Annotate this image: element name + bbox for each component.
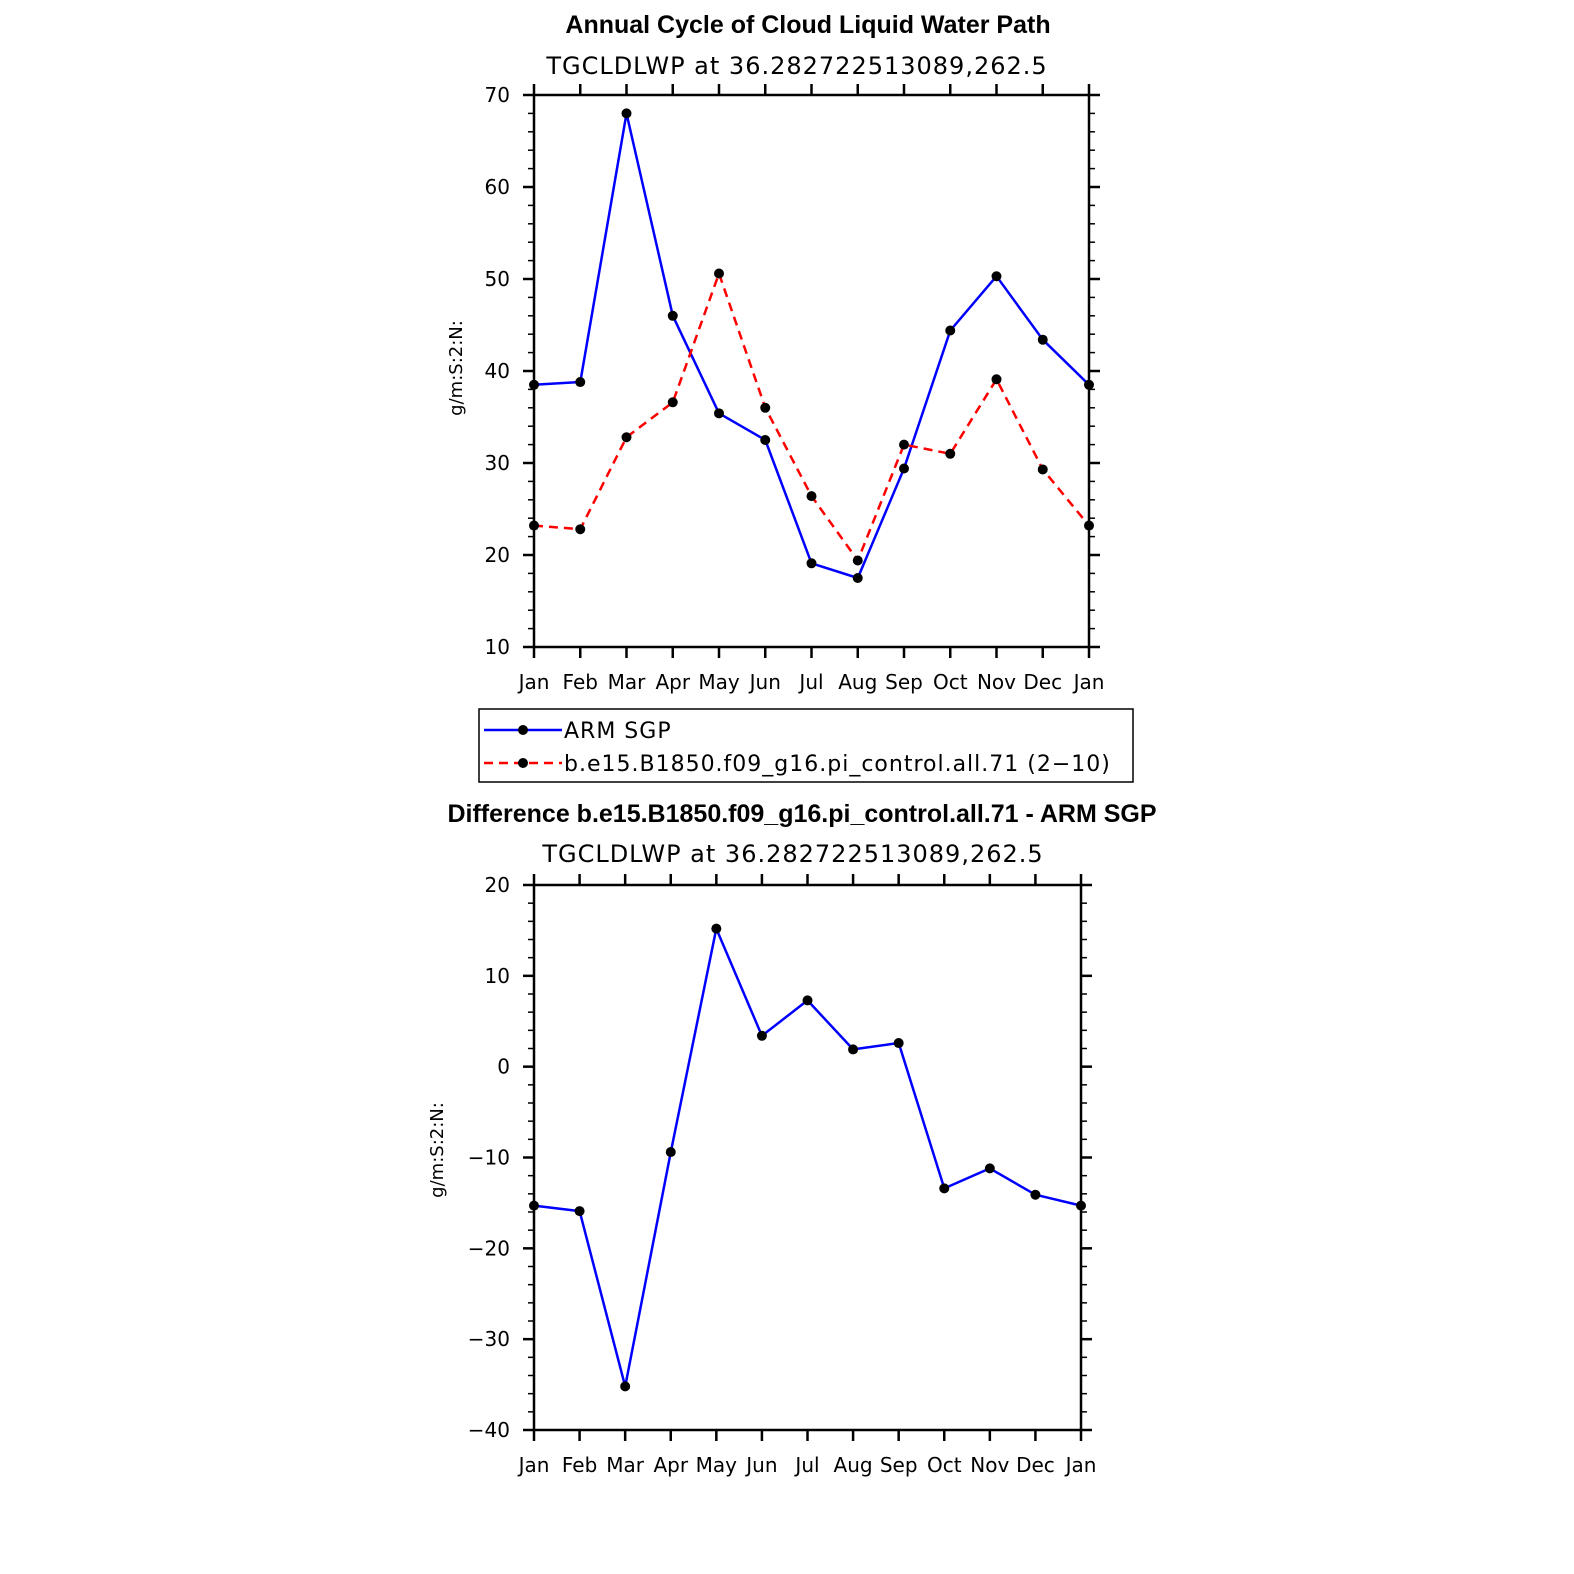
- x-tick-label: Jan: [1064, 1453, 1097, 1477]
- x-tick-label: Jan: [517, 670, 550, 694]
- data-point: [893, 1038, 904, 1049]
- data-point: [1030, 1189, 1041, 1200]
- x-tick-label: Mar: [606, 1453, 645, 1477]
- y-tick-label: −40: [468, 1418, 510, 1442]
- series-line-0: [533, 112, 1090, 580]
- chart-subtitle: TGCLDLWP at 36.282722513089,262.5: [541, 840, 1043, 868]
- data-point: [575, 377, 586, 388]
- data-point: [945, 325, 956, 336]
- data-point: [621, 108, 632, 119]
- data-point: [1084, 520, 1094, 531]
- data-point: [714, 268, 724, 279]
- x-tick-label: Jul: [793, 1453, 819, 1477]
- data-point: [991, 374, 1002, 385]
- plot-area: −40 −30 −20 −10 0 10 20 Jan Feb Mar Apr May Jun Jul Au…: [468, 873, 1097, 1477]
- x-tick-label: Oct: [933, 670, 968, 694]
- x-tick-label: Jan: [1072, 670, 1105, 694]
- data-point: [1076, 1200, 1086, 1211]
- data-point: [714, 408, 724, 419]
- x-tick-label: Nov: [970, 1453, 1009, 1477]
- data-point: [852, 573, 863, 583]
- x-tick-label: Jan: [517, 1453, 550, 1477]
- data-point: [1084, 379, 1094, 390]
- y-tick-label: −30: [468, 1327, 510, 1351]
- data-point: [529, 1200, 539, 1211]
- x-tick-label: Oct: [927, 1453, 962, 1477]
- x-tick-label: Dec: [1023, 670, 1062, 694]
- x-tick-label: May: [698, 670, 740, 694]
- data-point: [529, 379, 539, 390]
- legend: ARM SGP b.e15.B1850.f09_g16.pi_control.a…: [478, 708, 1134, 783]
- y-tick-label: 20: [485, 543, 510, 567]
- x-tick-label: Jul: [797, 670, 823, 694]
- plot-area: 10 20 30 40 50 60 70 Jan Feb Mar Apr May Jun Jul Aug Se…: [485, 83, 1105, 694]
- data-point: [760, 402, 771, 413]
- y-axis-label: g/m:S:2:N:: [446, 320, 467, 416]
- data-point: [899, 463, 909, 474]
- chart-subtitle: TGCLDLWP at 36.282722513089,262.5: [545, 52, 1047, 80]
- x-tick-label: Jun: [744, 1453, 777, 1477]
- data-point: [621, 432, 632, 443]
- y-tick-label: 60: [485, 175, 510, 199]
- data-point: [806, 491, 817, 502]
- data-point: [667, 310, 678, 321]
- y-tick-label: −10: [468, 1146, 510, 1170]
- y-tick-label: 50: [485, 267, 510, 291]
- y-axis-label: g/m:S:2:N:: [427, 1102, 448, 1198]
- difference-chart: Difference b.e15.B1850.f09_g16.pi_contro…: [427, 800, 1157, 1477]
- data-point: [1037, 464, 1048, 475]
- legend-marker-arm-sgp: [518, 725, 528, 735]
- data-point: [802, 995, 813, 1006]
- y-tick-label: 10: [485, 635, 510, 659]
- series-line-1: [533, 272, 1090, 562]
- x-tick-label: Aug: [838, 670, 877, 694]
- y-tick-label: 20: [485, 873, 510, 897]
- legend-label-model: b.e15.B1850.f09_g16.pi_control.all.71 (2…: [564, 752, 1111, 777]
- data-point: [667, 397, 678, 408]
- x-tick-label: Mar: [608, 670, 647, 694]
- data-point: [529, 520, 539, 531]
- x-tick-label: Apr: [653, 1453, 688, 1477]
- legend-label-arm-sgp: ARM SGP: [564, 719, 672, 744]
- x-tick-label: Jun: [748, 670, 781, 694]
- data-point: [939, 1183, 950, 1194]
- data-point: [852, 555, 863, 566]
- data-point: [806, 558, 817, 569]
- x-tick-label: Feb: [563, 670, 598, 694]
- y-tick-label: 40: [485, 359, 510, 383]
- data-point: [665, 1147, 676, 1158]
- data-point: [991, 271, 1002, 282]
- data-point: [575, 524, 586, 535]
- legend-box: [478, 708, 1134, 783]
- x-tick-label: Sep: [880, 1453, 918, 1477]
- x-tick-label: Sep: [885, 670, 923, 694]
- data-point: [756, 1030, 767, 1041]
- y-tick-label: −20: [468, 1236, 510, 1260]
- data-point: [984, 1163, 995, 1174]
- data-point: [574, 1206, 585, 1217]
- y-tick-label: 0: [497, 1055, 510, 1079]
- data-point: [945, 448, 956, 459]
- x-tick-label: May: [696, 1453, 738, 1477]
- chart-title: Difference b.e15.B1850.f09_g16.pi_contro…: [447, 800, 1156, 828]
- x-tick-label: Aug: [834, 1453, 873, 1477]
- data-point: [760, 435, 771, 445]
- x-tick-label: Apr: [655, 670, 690, 694]
- y-tick-label: 10: [485, 964, 510, 988]
- x-tick-label: Nov: [977, 670, 1016, 694]
- data-point: [899, 439, 909, 450]
- data-point: [620, 1381, 631, 1392]
- data-point: [848, 1044, 859, 1055]
- legend-marker-model: [518, 758, 528, 768]
- annual-cycle-chart: Annual Cycle of Cloud Liquid Water Path …: [446, 11, 1104, 694]
- y-tick-label: 70: [485, 83, 510, 107]
- x-tick-label: Dec: [1016, 1453, 1055, 1477]
- y-tick-label: 30: [485, 451, 510, 475]
- data-point: [711, 923, 722, 934]
- x-tick-label: Feb: [562, 1453, 597, 1477]
- data-point: [1037, 334, 1048, 345]
- chart-title: Annual Cycle of Cloud Liquid Water Path: [565, 11, 1050, 39]
